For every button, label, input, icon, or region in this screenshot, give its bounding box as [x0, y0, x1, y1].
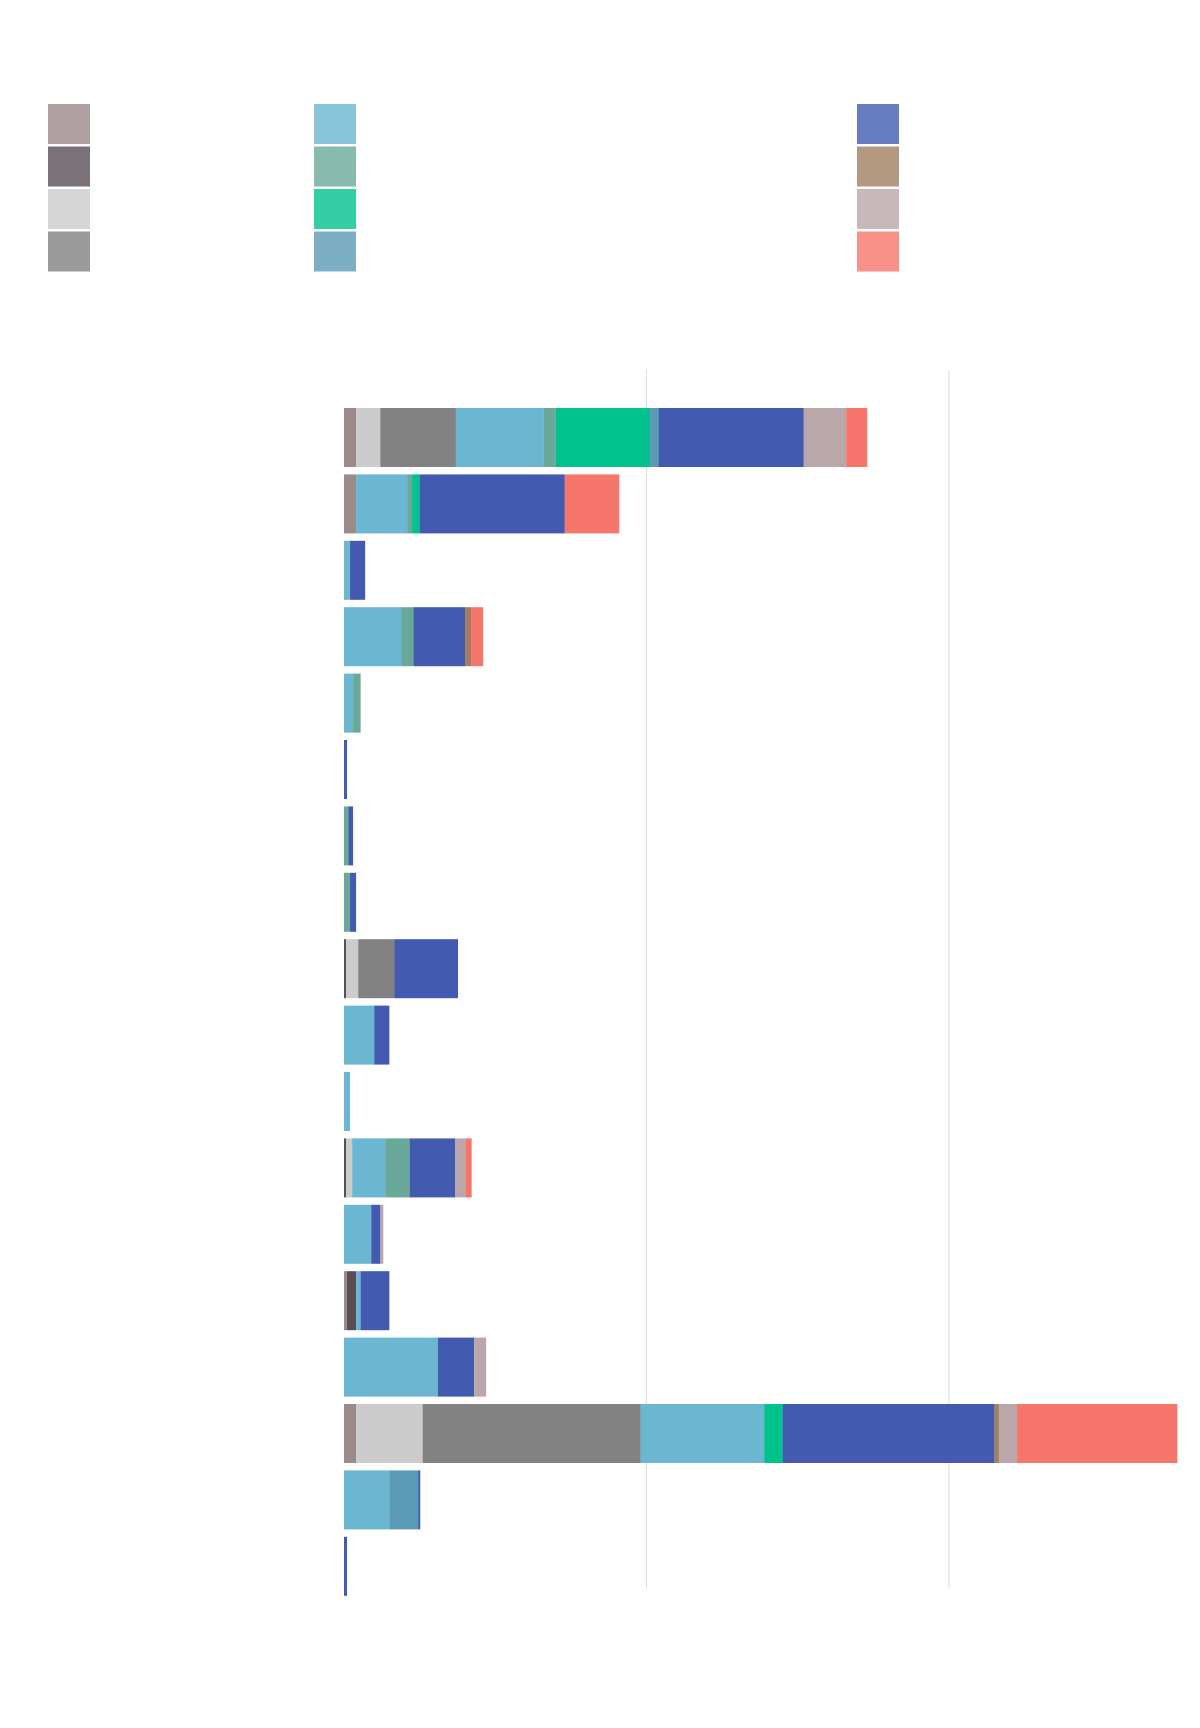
bar-segment: [358, 939, 395, 999]
bar-segment: [649, 408, 659, 467]
bar-segment: [658, 408, 804, 467]
bar-segment: [543, 408, 556, 467]
bar-segment: [465, 1138, 472, 1198]
bar-segment: [803, 408, 847, 467]
bar-segment: [401, 607, 414, 667]
bar-segment: [380, 1204, 384, 1264]
bar-segment: [413, 607, 465, 667]
bar-segment: [356, 408, 381, 467]
bar-segment: [346, 939, 359, 999]
bar-segment: [782, 1404, 995, 1463]
bar-segment: [356, 1404, 423, 1463]
legend-swatch: [857, 104, 899, 144]
bar-segment: [344, 474, 357, 534]
bar-segment: [385, 1138, 410, 1198]
bar-segment: [344, 806, 349, 866]
legend-swatch: [857, 146, 899, 187]
bar-segment: [346, 1138, 353, 1198]
bar-segment: [344, 540, 351, 600]
legend-swatch: [857, 189, 899, 229]
legend: [48, 104, 899, 272]
bar-segment: [344, 1204, 372, 1264]
bar-segment: [360, 1271, 390, 1331]
bar-segment: [994, 1404, 999, 1463]
bar-segment: [347, 1271, 357, 1331]
bar-segment: [353, 673, 361, 733]
bar-segment: [344, 673, 354, 733]
bar-segment: [356, 474, 408, 534]
bar-segment: [455, 1138, 466, 1198]
bar-segment: [422, 1404, 641, 1463]
legend-swatch: [314, 231, 356, 272]
bar-segment: [371, 1204, 381, 1264]
bar-segment: [344, 872, 351, 932]
bar-segment: [344, 607, 402, 667]
bar-segment: [389, 1470, 419, 1530]
bar-segment: [344, 1138, 347, 1198]
bar-segment: [356, 1271, 361, 1331]
bar-segment: [764, 1404, 783, 1463]
bar-segment: [344, 939, 347, 999]
bar-segment: [352, 1138, 386, 1198]
bar-segment: [1017, 1404, 1178, 1463]
legend-swatch: [48, 146, 90, 187]
bar-segment: [455, 408, 544, 467]
legend-swatch: [857, 231, 899, 272]
bar-segment: [640, 1404, 765, 1463]
bar-segment: [474, 1337, 487, 1397]
bar-segment: [394, 939, 459, 999]
bar-segment: [344, 408, 357, 467]
bar-segment: [998, 1404, 1018, 1463]
bars: [344, 408, 1178, 1596]
bar-segment: [344, 740, 348, 799]
bar-segment: [437, 1337, 475, 1397]
bar-segment: [407, 474, 413, 534]
bar-segment: [409, 1138, 456, 1198]
bar-segment: [412, 474, 420, 534]
bar-segment: [344, 1271, 348, 1331]
bar-segment: [350, 872, 357, 932]
legend-swatch: [48, 189, 90, 229]
bar-segment: [419, 474, 565, 534]
bar-segment: [344, 1337, 438, 1397]
bar-segment: [471, 607, 484, 667]
bar-segment: [344, 1005, 375, 1065]
bar-segment: [380, 408, 456, 467]
bar-segment: [418, 1470, 421, 1530]
bar-segment: [348, 806, 354, 866]
bar-segment: [465, 607, 472, 667]
grid: [646, 370, 950, 1588]
bar-segment: [344, 1404, 357, 1463]
bar-segment: [555, 408, 650, 467]
bar-segment: [344, 1072, 351, 1131]
legend-swatch: [48, 231, 90, 272]
bar-segment: [374, 1005, 390, 1065]
legend-swatch: [314, 189, 356, 229]
bar-segment: [344, 1536, 348, 1596]
bar-segment: [846, 408, 868, 467]
bar-segment: [564, 474, 620, 534]
legend-swatch: [48, 104, 90, 144]
legend-swatch: [314, 146, 356, 187]
legend-swatch: [314, 104, 356, 144]
bar-segment: [344, 1470, 390, 1530]
bar-segment: [350, 540, 366, 600]
